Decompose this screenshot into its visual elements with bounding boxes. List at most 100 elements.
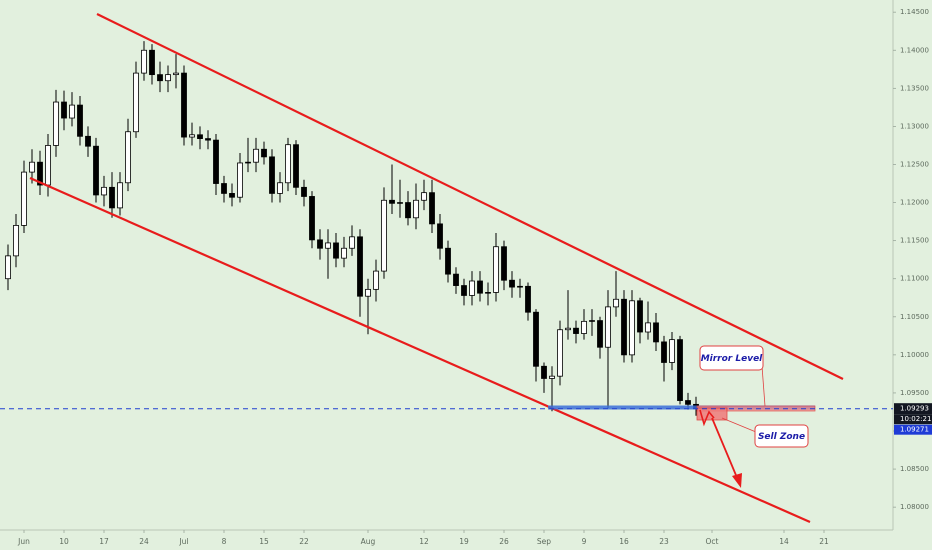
axes: 1.080001.085001.090001.095001.100001.105…	[0, 8, 932, 546]
x-tick-label: Oct	[706, 537, 719, 546]
candle-body	[69, 104, 75, 119]
candle-body	[525, 285, 531, 313]
candle-body	[221, 183, 227, 194]
support-zone	[548, 405, 815, 410]
y-tick-label: 1.14500	[900, 8, 929, 16]
candle-body	[141, 49, 147, 74]
candle-body	[189, 134, 195, 138]
callout-box	[699, 345, 764, 371]
candle-body	[197, 134, 203, 139]
candle-body	[685, 400, 691, 405]
x-tick-label: 9	[582, 537, 587, 546]
x-tick-label: 23	[659, 537, 669, 546]
candle-body	[469, 280, 475, 296]
candle-body	[381, 199, 387, 272]
candle-body	[413, 199, 419, 219]
candle-body	[77, 104, 83, 137]
x-tick-label: 24	[139, 537, 149, 546]
candle-body	[437, 223, 443, 249]
candle-body	[117, 182, 123, 209]
candle-body	[621, 298, 627, 356]
candle-body	[261, 148, 267, 158]
candle-body	[541, 365, 547, 379]
y-tick-label: 1.08000	[900, 503, 929, 511]
annotation: Sell Zone	[758, 432, 805, 442]
x-tick-label: 21	[819, 537, 829, 546]
candle-body	[309, 196, 315, 241]
candle-body	[405, 202, 411, 219]
y-tick-label: 1.11000	[900, 275, 929, 283]
candle-body	[13, 225, 19, 257]
y-tick-label: 1.13000	[900, 122, 929, 130]
x-tick-label: 12	[419, 537, 429, 546]
y-tick-label: 1.12000	[900, 199, 929, 207]
candle-body	[325, 242, 331, 249]
candle-body	[669, 339, 675, 363]
candle-body	[85, 135, 91, 147]
candle-body	[613, 298, 619, 308]
candle-body	[165, 74, 171, 82]
candle-body	[5, 255, 11, 280]
candle-body	[173, 72, 179, 76]
x-tick-label: 14	[779, 537, 789, 546]
x-tick-label: 22	[299, 537, 309, 546]
bid-price-box	[894, 424, 932, 435]
candle-body	[269, 156, 275, 194]
x-tick-label: 19	[459, 537, 469, 546]
candle-body	[661, 341, 667, 363]
candle-body	[341, 247, 347, 259]
candle-body	[125, 131, 131, 184]
x-tick-label: Jun	[17, 537, 30, 546]
candle-body	[237, 162, 243, 198]
candle-body	[581, 320, 587, 334]
candle-body	[61, 101, 67, 119]
candle-body	[373, 270, 379, 290]
candle-body	[493, 246, 499, 293]
candle-body	[133, 72, 139, 133]
countdown-label: 10:02:21	[900, 415, 931, 423]
y-tick-label: 1.10000	[900, 351, 929, 359]
y-tick-label: 1.10500	[900, 313, 929, 321]
candle-body	[357, 236, 363, 297]
annotation: Mirror Level	[701, 354, 763, 364]
x-tick-label: 16	[619, 537, 629, 546]
y-tick-label: 1.08500	[900, 465, 929, 473]
candle-body	[461, 285, 467, 296]
y-tick-label: 1.13500	[900, 84, 929, 92]
candle-body	[229, 193, 235, 198]
candle-body	[205, 138, 211, 141]
candle-body	[253, 148, 259, 163]
callout-pointer	[721, 417, 757, 433]
candle-body	[477, 280, 483, 294]
candle-body	[301, 186, 307, 197]
x-tick-label: Sep	[537, 537, 551, 546]
price-path	[699, 409, 715, 427]
bid-price-label: 1.09271	[900, 426, 929, 434]
x-tick-label: 15	[259, 537, 269, 546]
candle-body	[37, 161, 43, 186]
candle-body	[365, 288, 371, 297]
candle-body	[485, 292, 491, 294]
candle-body	[109, 186, 115, 209]
candle-body	[53, 101, 59, 146]
candle-body	[213, 139, 219, 184]
x-tick-label: Jul	[178, 537, 188, 546]
candle-body	[573, 327, 579, 334]
candle-body	[181, 72, 187, 138]
x-tick-label: 8	[222, 537, 227, 546]
candle-body	[21, 171, 27, 226]
candle-body	[29, 161, 35, 173]
candle-body	[565, 327, 571, 331]
channel-lower-line	[29, 176, 811, 524]
candle-body	[637, 300, 643, 333]
candle-body	[429, 192, 435, 225]
candle-body	[501, 246, 507, 281]
last-price-label: 1.09293	[900, 405, 929, 413]
candle-body	[317, 239, 323, 249]
x-tick-label: 26	[499, 537, 509, 546]
y-tick-label: 1.11500	[900, 237, 929, 245]
countdown-box	[894, 414, 932, 425]
candle-body	[285, 144, 291, 184]
y-tick-label: 1.09500	[900, 389, 929, 397]
